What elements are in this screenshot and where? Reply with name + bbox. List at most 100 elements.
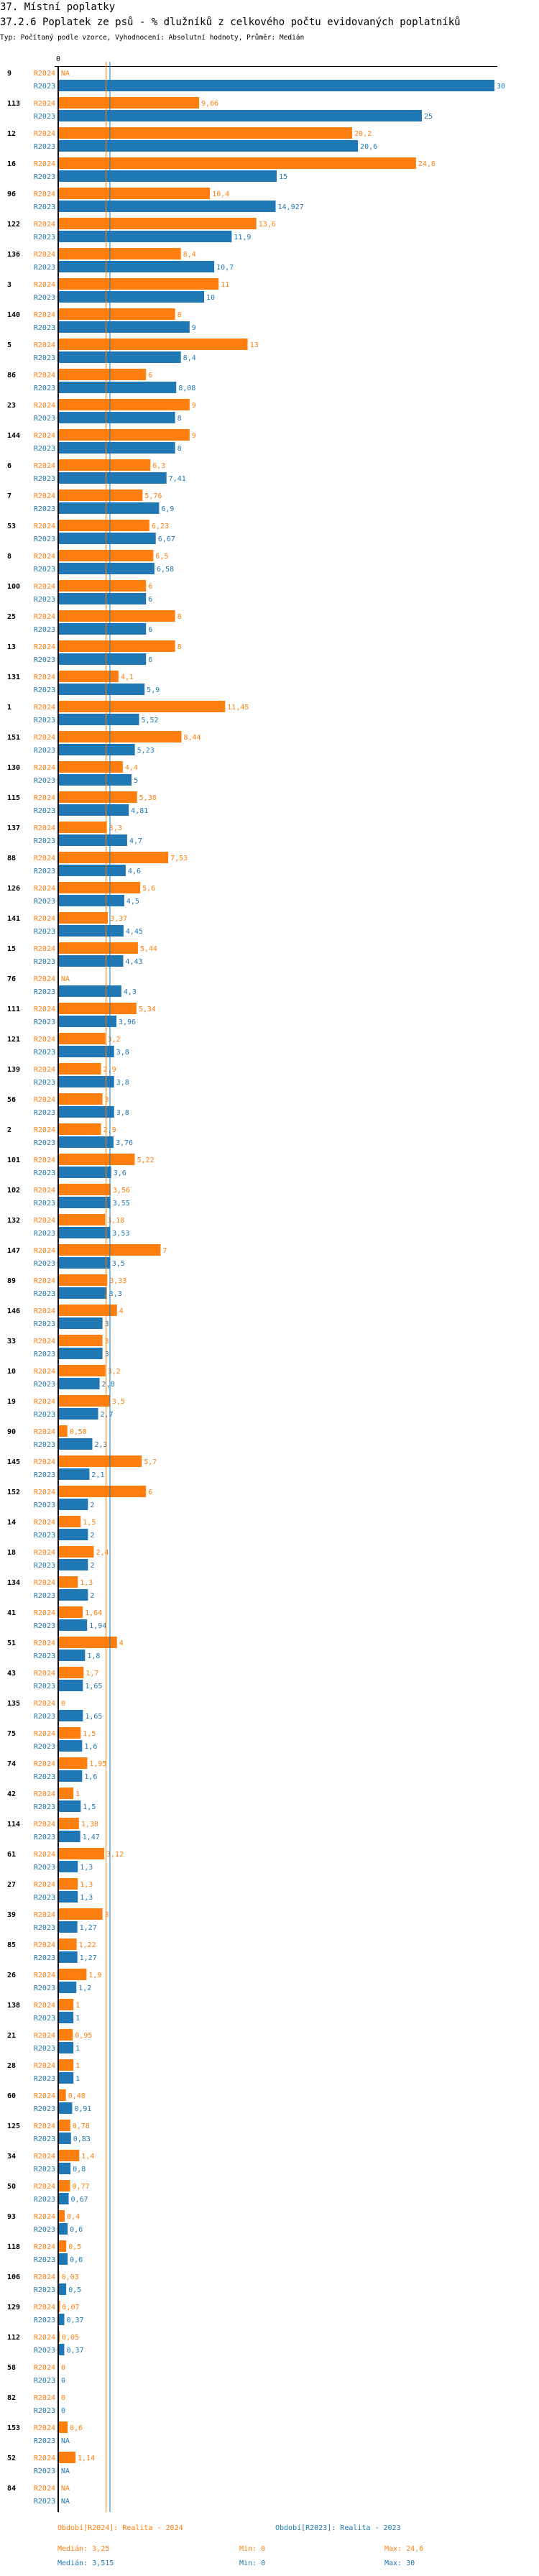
series-label-r2023: R2023 xyxy=(34,354,55,362)
category-label: 34 xyxy=(7,2153,16,2161)
category-label: 74 xyxy=(7,1760,16,1768)
bar-r2023-147 xyxy=(59,1257,110,1269)
bar-r2023-106 xyxy=(59,2283,67,2295)
value-label-r2023-106: 0,5 xyxy=(68,2286,81,2294)
series-label-r2024: R2024 xyxy=(34,2153,55,2161)
series-label-r2024: R2024 xyxy=(34,764,55,772)
bar-r2024-121 xyxy=(59,1033,106,1044)
bar-r2023-125 xyxy=(59,2133,71,2144)
series-label-r2024: R2024 xyxy=(34,1368,55,1376)
value-label-r2023-126: 4,5 xyxy=(126,898,139,906)
value-label-r2023-122: 11,9 xyxy=(234,234,251,242)
value-label-r2024-60: 0,48 xyxy=(68,2092,86,2100)
bar-r2023-15 xyxy=(59,955,124,967)
series-label-r2023: R2023 xyxy=(34,2377,55,2385)
value-label-r2023-102: 3,55 xyxy=(113,1200,130,1208)
category-label: 93 xyxy=(7,2213,16,2221)
stat-median-r2023: Medián: 3,515 xyxy=(57,2559,114,2567)
value-label-r2024-134: 1,3 xyxy=(80,1579,93,1587)
series-label-r2023: R2023 xyxy=(34,747,55,755)
bar-r2024-102 xyxy=(59,1184,111,1195)
bar-r2023-137 xyxy=(59,834,127,846)
value-label-r2024-61: 3,12 xyxy=(106,1851,124,1859)
series-label-r2023: R2023 xyxy=(34,1984,55,1992)
value-label-r2024-130: 4,4 xyxy=(125,764,138,772)
value-label-r2023-90: 2,3 xyxy=(94,1441,107,1449)
series-label-r2024: R2024 xyxy=(34,2183,55,2191)
bar-r2023-16 xyxy=(59,170,277,182)
value-label-r2024-53: 6,23 xyxy=(152,523,169,530)
bar-r2023-139 xyxy=(59,1076,114,1087)
series-label-r2023: R2023 xyxy=(34,1683,55,1690)
category-label: 6 xyxy=(7,462,11,470)
category-label: 27 xyxy=(7,1881,16,1889)
series-label-r2024: R2024 xyxy=(34,1911,55,1919)
value-label-r2023-138: 1 xyxy=(75,2015,80,2023)
bar-r2023-34 xyxy=(59,2163,71,2174)
value-label-r2023-58: 0 xyxy=(61,2377,65,2385)
value-label-r2023-151: 5,23 xyxy=(137,747,155,755)
value-label-r2023-9: 30 xyxy=(497,83,505,91)
category-label: 122 xyxy=(7,221,20,229)
series-label-r2024: R2024 xyxy=(34,1187,55,1195)
series-label-r2024: R2024 xyxy=(34,2213,55,2221)
series-label-r2023: R2023 xyxy=(34,656,55,664)
series-label-r2024: R2024 xyxy=(34,492,55,500)
series-label-r2023: R2023 xyxy=(34,2015,55,2023)
category-label: 102 xyxy=(7,1187,20,1195)
bar-r2024-5 xyxy=(59,339,248,350)
series-label-r2024: R2024 xyxy=(34,130,55,138)
series-label-r2024: R2024 xyxy=(34,1036,55,1044)
category-label: 106 xyxy=(7,2273,20,2281)
series-label-r2024: R2024 xyxy=(34,523,55,530)
value-label-r2024-153: 0,6 xyxy=(70,2424,83,2432)
series-label-r2023: R2023 xyxy=(34,535,55,543)
series-label-r2023: R2023 xyxy=(34,1894,55,1902)
series-label-r2023: R2023 xyxy=(34,1290,55,1298)
bar-r2024-144 xyxy=(59,429,190,441)
series-label-r2024: R2024 xyxy=(34,1277,55,1285)
bar-r2024-27 xyxy=(59,1878,78,1890)
bar-r2023-96 xyxy=(59,201,276,212)
bar-r2023-115 xyxy=(59,804,129,816)
legend-r2024: Období[R2024]: Realita - 2024 xyxy=(57,2524,183,2532)
bar-r2023-132 xyxy=(59,1227,111,1238)
value-label-r2023-61: 1,3 xyxy=(80,1864,93,1872)
value-label-r2024-23: 9 xyxy=(192,402,196,410)
value-label-r2024-122: 13,6 xyxy=(259,221,276,229)
series-label-r2023: R2023 xyxy=(34,294,55,302)
category-label: 51 xyxy=(7,1639,16,1647)
bar-r2024-112 xyxy=(59,2331,60,2342)
value-label-r2023-144: 8 xyxy=(178,445,182,453)
value-label-r2024-15: 5,44 xyxy=(140,945,157,953)
stat-max-r2024: Max: 24,6 xyxy=(384,2545,423,2553)
category-label: 152 xyxy=(7,1489,20,1496)
value-label-r2023-136: 10,7 xyxy=(216,264,234,272)
value-label-r2023-3: 10 xyxy=(206,294,215,302)
category-label: 41 xyxy=(7,1609,16,1617)
category-label: 147 xyxy=(7,1247,20,1255)
category-label: 145 xyxy=(7,1458,20,1466)
bar-r2023-42 xyxy=(59,1800,81,1812)
value-label-r2024-86: 6 xyxy=(148,372,152,380)
value-label-r2023-12: 20,6 xyxy=(360,143,377,151)
series-label-r2023: R2023 xyxy=(34,1501,55,1509)
bar-r2024-42 xyxy=(59,1788,74,1799)
series-label-r2023: R2023 xyxy=(34,2467,55,2475)
value-label-r2024-12: 20,2 xyxy=(354,130,372,138)
chart-title: 37.2.6 Poplatek ze psů - % dlužníků z ce… xyxy=(0,17,461,28)
bar-r2023-3 xyxy=(59,291,204,303)
category-label: 115 xyxy=(7,794,20,802)
series-label-r2023: R2023 xyxy=(34,2256,55,2264)
series-label-r2023: R2023 xyxy=(34,143,55,151)
series-label-r2023: R2023 xyxy=(34,1381,55,1389)
series-label-r2023: R2023 xyxy=(34,83,55,91)
value-label-r2024-146: 4 xyxy=(119,1307,124,1315)
bar-r2024-100 xyxy=(59,580,147,592)
value-label-r2024-101: 5,22 xyxy=(137,1156,154,1164)
category-label: 144 xyxy=(7,432,20,440)
category-label: 50 xyxy=(7,2183,16,2191)
bar-r2023-33 xyxy=(59,1348,103,1359)
bar-r2023-152 xyxy=(59,1499,88,1510)
stat-max-r2023: Max: 30 xyxy=(384,2559,415,2567)
